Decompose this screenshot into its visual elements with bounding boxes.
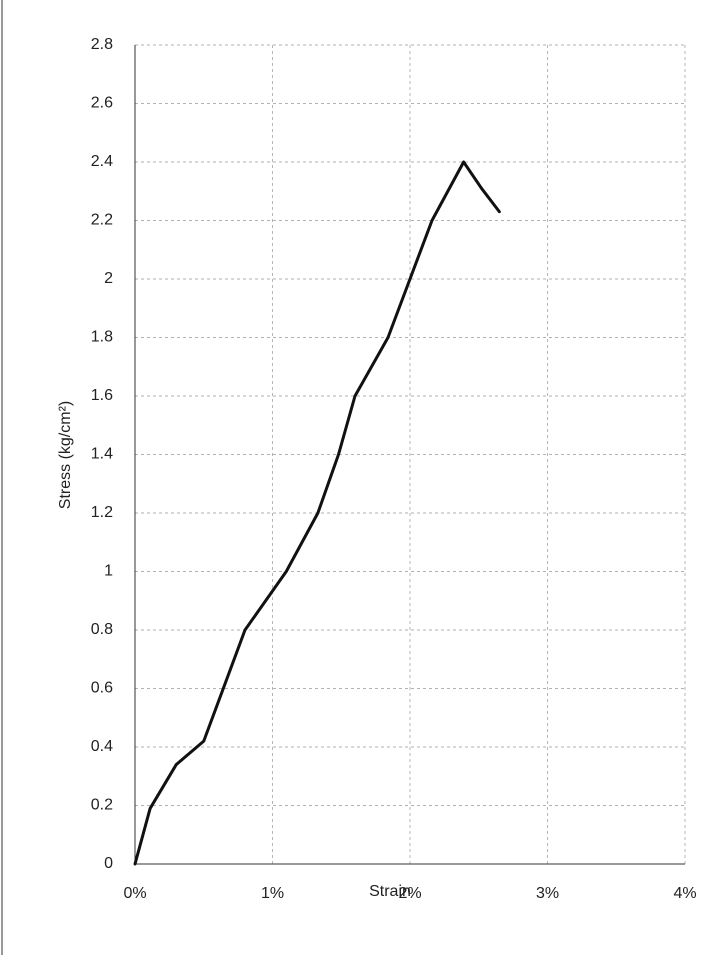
x-axis-label: Strain [369,883,411,900]
y-tick-label: 1.2 [91,504,113,521]
y-tick-label: 2.6 [91,95,113,112]
y-tick-label: 1.8 [91,329,113,346]
y-tick-label: 1.6 [91,387,113,404]
x-tick-label: 4% [673,885,696,902]
y-tick-label: 2.2 [91,212,113,229]
y-axis-label: Stress (kg/cm²) [57,401,74,509]
y-tick-label: 0.8 [91,621,113,638]
x-tick-label: 2% [398,885,421,902]
y-tick-label: 1 [104,563,113,580]
data-line [133,160,501,866]
y-tick-label: 0.6 [91,680,113,697]
x-tick-label: 3% [536,885,559,902]
y-tick-label: 0 [104,855,113,872]
y-tick-label: 1.4 [91,446,113,463]
y-tick-label: 2 [104,270,113,287]
y-tick-label: 0.2 [91,797,113,814]
y-tick-label: 2.8 [91,36,113,53]
x-tick-label: 1% [261,885,284,902]
x-tick-label: 0% [123,885,146,902]
y-tick-label: 2.4 [91,153,113,170]
y-tick-label: 0.4 [91,738,113,755]
